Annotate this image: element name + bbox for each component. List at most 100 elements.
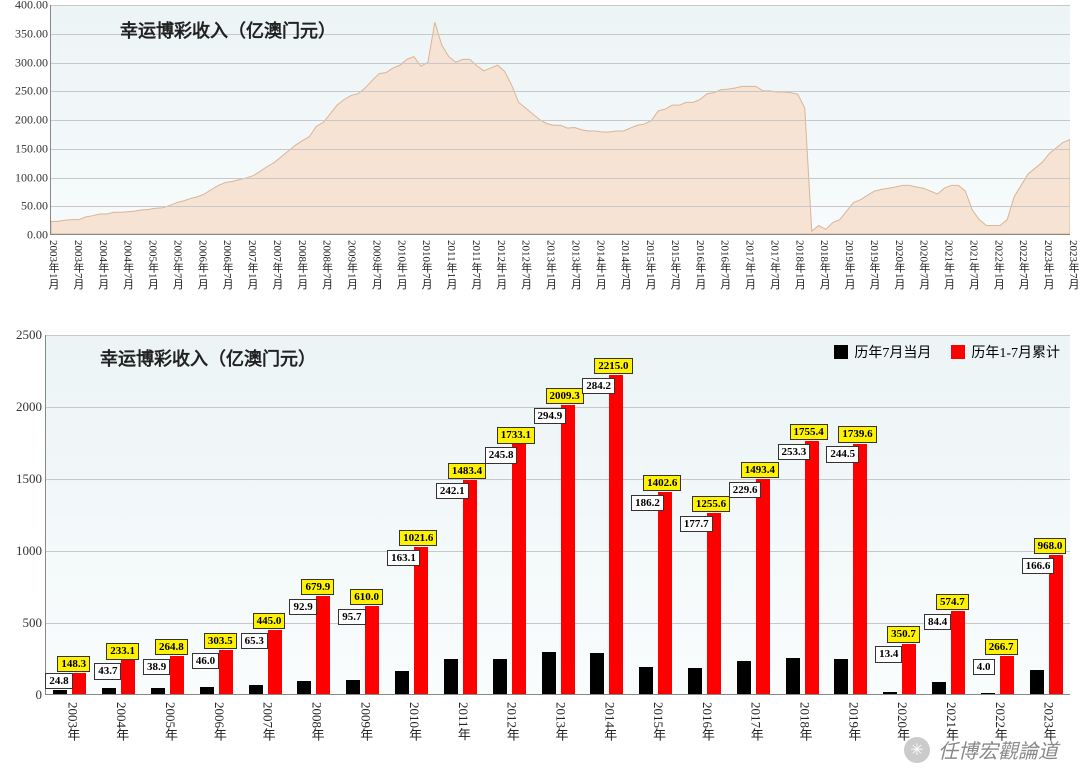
x-axis-label: 2008年7月 <box>319 240 335 290</box>
data-label-july: 24.8 <box>45 673 72 689</box>
data-label-cumulative: 303.5 <box>204 633 237 649</box>
x-axis-label: 2012年1月 <box>493 240 509 290</box>
x-axis-label: 2019年7月 <box>866 240 882 290</box>
gridline <box>51 120 1070 121</box>
bar-cumulative <box>853 444 867 695</box>
x-axis-label: 2019年1月 <box>841 240 857 290</box>
bar-cumulative <box>658 492 672 694</box>
bar-july <box>834 659 848 694</box>
bar-cumulative <box>121 660 135 694</box>
y-axis-label: 0.00 <box>2 228 48 243</box>
x-axis-label: 2018年7月 <box>816 240 832 290</box>
legend: 历年7月当月 历年1-7月累计 <box>834 342 1060 362</box>
y-axis-label: 300.00 <box>2 55 48 70</box>
x-axis-label: 2013年7月 <box>567 240 583 290</box>
data-label-cumulative: 148.3 <box>57 656 90 672</box>
data-label-cumulative: 968.0 <box>1034 538 1067 554</box>
x-axis-label: 2007年 <box>259 702 278 741</box>
y-axis-label: 500 <box>2 615 42 631</box>
data-label-july: 186.2 <box>631 495 664 511</box>
gridline <box>51 149 1070 150</box>
x-axis-label: 2010年1月 <box>393 240 409 290</box>
data-label-july: 43.7 <box>94 663 121 679</box>
x-axis-label: 2016年 <box>698 702 717 741</box>
x-axis-label: 2015年 <box>649 702 668 741</box>
gridline <box>51 178 1070 179</box>
x-axis-label: 2003年1月 <box>45 240 61 290</box>
bar-cumulative <box>316 596 330 694</box>
data-label-cumulative: 233.1 <box>106 643 139 659</box>
data-label-cumulative: 1483.4 <box>448 463 486 479</box>
x-axis-label: 2007年7月 <box>269 240 285 290</box>
x-axis-label: 2012年7月 <box>518 240 534 290</box>
x-axis-label: 2022年7月 <box>1015 240 1031 290</box>
x-axis-label: 2005年7月 <box>169 240 185 290</box>
x-axis-label: 2011年1月 <box>443 240 459 289</box>
y-axis-label: 350.00 <box>2 26 48 41</box>
bar-july <box>932 682 946 694</box>
data-label-july: 166.6 <box>1022 558 1055 574</box>
bar-july <box>1030 670 1044 694</box>
y-axis-label: 100.00 <box>2 170 48 185</box>
x-axis-label: 2023年7月 <box>1065 240 1080 290</box>
data-label-july: 38.9 <box>143 659 170 675</box>
watermark: ✳ 任博宏觀論道 <box>904 735 1058 764</box>
y-axis-label: 250.00 <box>2 84 48 99</box>
bar-cumulative <box>707 513 721 694</box>
x-axis-label: 2022年1月 <box>990 240 1006 290</box>
gridline <box>51 206 1070 207</box>
y-axis-label: 2000 <box>2 399 42 415</box>
data-label-july: 294.9 <box>534 408 567 424</box>
x-axis-label: 2004年1月 <box>95 240 111 290</box>
swatch-july <box>834 345 848 359</box>
x-axis-label: 2015年1月 <box>642 240 658 290</box>
bar-july <box>53 690 67 694</box>
bar-cumulative <box>756 479 770 694</box>
watermark-text: 任博宏觀論道 <box>938 735 1058 764</box>
x-axis-label: 2006年 <box>210 702 229 741</box>
swatch-cum <box>951 345 965 359</box>
bar-july <box>200 687 214 694</box>
x-axis-label: 2003年 <box>63 702 82 741</box>
gridline <box>46 551 1070 552</box>
bar-cumulative <box>170 656 184 694</box>
top-chart-title: 幸运博彩收入（亿澳门元） <box>120 17 336 43</box>
data-label-july: 242.1 <box>436 483 469 499</box>
data-label-cumulative: 264.8 <box>155 639 188 655</box>
x-axis-label: 2007年1月 <box>244 240 260 290</box>
data-label-cumulative: 574.7 <box>936 594 969 610</box>
bar-july <box>395 671 409 694</box>
x-axis-label: 2018年1月 <box>791 240 807 290</box>
x-axis-label: 2014年1月 <box>592 240 608 290</box>
bar-july <box>639 667 653 694</box>
x-axis-label: 2016年1月 <box>692 240 708 290</box>
data-label-july: 284.2 <box>582 378 615 394</box>
bar-july <box>688 668 702 694</box>
data-label-cumulative: 2215.0 <box>594 358 632 374</box>
x-axis-label: 2012年 <box>503 702 522 741</box>
data-label-cumulative: 445.0 <box>253 613 286 629</box>
data-label-july: 84.4 <box>924 614 951 630</box>
bar-cumulative <box>561 405 575 694</box>
data-label-cumulative: 1255.6 <box>692 496 730 512</box>
y-axis-label: 1000 <box>2 543 42 559</box>
bar-cumulative <box>902 644 916 695</box>
y-axis-label: 200.00 <box>2 113 48 128</box>
x-axis-label: 2021年7月 <box>965 240 981 290</box>
bar-cumulative <box>512 444 526 694</box>
bar-july <box>737 661 751 694</box>
x-axis-label: 2017年7月 <box>766 240 782 290</box>
data-label-cumulative: 679.9 <box>301 579 334 595</box>
bar-cumulative <box>1049 555 1063 694</box>
bar-july <box>590 653 604 694</box>
bar-july <box>981 693 995 694</box>
bar-july <box>151 688 165 694</box>
y-axis-label: 2500 <box>2 327 42 343</box>
data-label-cumulative: 610.0 <box>350 589 383 605</box>
bar-cumulative <box>219 650 233 694</box>
bar-july <box>542 652 556 694</box>
x-axis-label: 2004年 <box>112 702 131 741</box>
gridline <box>51 63 1070 64</box>
bar-cumulative <box>1000 656 1014 694</box>
bar-cumulative <box>805 441 819 694</box>
